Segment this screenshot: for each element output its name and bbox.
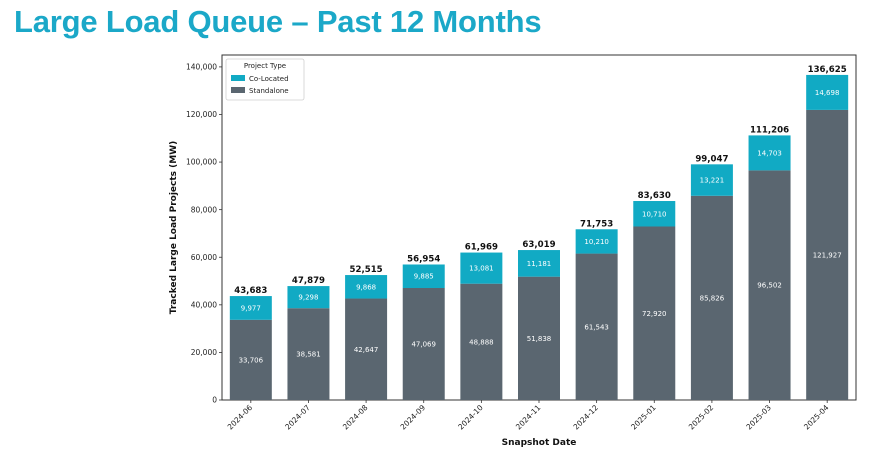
total-value-label: 83,630: [638, 191, 671, 201]
bar-co-located: [460, 252, 503, 284]
total-value-label: 47,879: [292, 276, 325, 286]
bar-standalone: [402, 288, 445, 400]
standalone-value-label: 85,826: [700, 294, 725, 302]
bar-co-located: [287, 286, 330, 309]
total-value-label: 63,019: [522, 240, 555, 250]
bar-co-located: [633, 201, 676, 227]
bar-co-located: [402, 264, 445, 289]
co-located-value-label: 11,181: [527, 260, 552, 268]
y-axis-title: Tracked Large Load Projects (MW): [169, 141, 179, 315]
bar-co-located: [229, 296, 272, 320]
co-located-value-label: 14,703: [757, 149, 782, 157]
total-value-label: 99,047: [695, 154, 728, 164]
y-tick-label: 140,000: [186, 62, 217, 71]
total-value-label: 43,683: [234, 286, 267, 296]
standalone-value-label: 48,888: [469, 338, 494, 346]
x-tick-label: 2024-07: [283, 403, 312, 432]
bar-standalone: [518, 276, 560, 400]
total-value-label: 61,969: [465, 243, 498, 253]
legend-swatch: [231, 87, 245, 93]
x-tick-label: 2025-01: [629, 403, 658, 432]
standalone-value-label: 96,502: [757, 282, 782, 290]
legend-entry: Co-Located: [249, 75, 289, 83]
y-tick-label: 80,000: [191, 205, 217, 214]
standalone-value-label: 61,543: [584, 323, 609, 331]
standalone-value-label: 33,706: [239, 356, 264, 364]
standalone-value-label: 51,838: [527, 335, 552, 343]
standalone-value-label: 121,927: [813, 251, 842, 259]
co-located-value-label: 13,221: [700, 177, 725, 185]
bar-co-located: [806, 74, 849, 110]
legend-entry: Standalone: [249, 87, 289, 95]
y-tick-label: 40,000: [191, 300, 217, 309]
standalone-value-label: 47,069: [411, 341, 436, 349]
y-tick-label: 0: [212, 396, 217, 405]
bar-standalone: [806, 109, 849, 400]
co-located-value-label: 9,885: [414, 273, 434, 281]
x-tick-label: 2024-12: [572, 403, 601, 432]
total-value-label: 56,954: [407, 254, 440, 264]
bar-co-located: [575, 229, 618, 254]
page-title: Large Load Queue – Past 12 Months: [14, 4, 542, 39]
y-tick-label: 60,000: [191, 253, 217, 262]
y-tick-label: 20,000: [191, 348, 217, 357]
total-value-label: 136,625: [808, 65, 847, 75]
x-tick-label: 2025-02: [687, 403, 716, 432]
standalone-value-label: 42,647: [354, 346, 379, 354]
standalone-value-label: 38,581: [296, 351, 321, 359]
total-value-label: 71,753: [580, 219, 613, 229]
x-tick-label: 2024-11: [514, 403, 543, 432]
x-tick-label: 2024-10: [456, 403, 485, 432]
bar-co-located: [748, 135, 791, 171]
x-axis-title: Snapshot Date: [502, 438, 577, 448]
bar-standalone: [345, 298, 388, 400]
bar-co-located: [690, 164, 733, 196]
bar-standalone: [690, 195, 733, 400]
x-tick-label: 2024-09: [399, 403, 428, 432]
y-tick-label: 100,000: [186, 158, 217, 167]
bar-standalone: [748, 170, 791, 400]
legend-swatch: [231, 75, 245, 81]
co-located-value-label: 13,081: [469, 265, 494, 273]
bar-co-located: [345, 275, 388, 299]
bar-standalone: [460, 283, 503, 400]
x-tick-label: 2025-04: [802, 403, 831, 432]
legend-title: Project Type: [244, 62, 286, 70]
co-located-value-label: 10,710: [642, 210, 667, 218]
co-located-value-label: 10,210: [584, 238, 609, 246]
co-located-value-label: 9,868: [356, 283, 376, 291]
bar-co-located: [518, 250, 560, 277]
bar-standalone: [287, 308, 330, 400]
total-value-label: 111,206: [750, 125, 789, 135]
total-value-label: 52,515: [350, 265, 383, 275]
y-tick-label: 120,000: [186, 110, 217, 119]
bar-standalone: [575, 253, 618, 400]
legend-box: [225, 58, 305, 101]
x-tick-label: 2024-06: [226, 403, 255, 432]
co-located-value-label: 9,977: [241, 304, 261, 312]
standalone-value-label: 72,920: [642, 310, 667, 318]
co-located-value-label: 14,698: [815, 89, 840, 97]
x-tick-label: 2024-08: [341, 403, 370, 432]
bar-standalone: [633, 226, 676, 400]
co-located-value-label: 9,298: [298, 294, 318, 302]
x-tick-label: 2025-03: [744, 403, 773, 432]
bar-standalone: [229, 319, 272, 400]
